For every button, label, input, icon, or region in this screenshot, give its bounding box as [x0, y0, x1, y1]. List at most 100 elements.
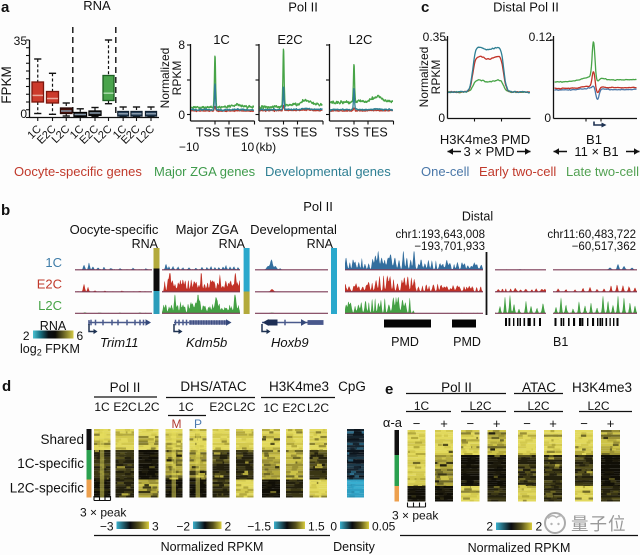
- svg-text:Distal Pol II: Distal Pol II: [493, 0, 559, 15]
- svg-text:0.35: 0.35: [423, 30, 447, 44]
- svg-text:e: e: [385, 381, 393, 398]
- svg-text:d: d: [2, 378, 11, 395]
- svg-text:L2C: L2C: [137, 400, 159, 414]
- svg-text:L2C-specific: L2C-specific: [10, 481, 85, 496]
- svg-text:Major ZGA genes: Major ZGA genes: [154, 164, 256, 179]
- svg-text:0: 0: [178, 108, 185, 122]
- svg-text:Oocyte-specific: Oocyte-specific: [70, 222, 159, 237]
- svg-text:−2: −2: [176, 520, 190, 534]
- svg-text:Pol II: Pol II: [110, 380, 141, 395]
- svg-text:E2C: E2C: [113, 400, 137, 414]
- svg-text:−1.5: −1.5: [247, 520, 271, 534]
- svg-text:−193,701,933: −193,701,933: [414, 241, 485, 253]
- svg-text:chr11:60,483,722: chr11:60,483,722: [547, 229, 636, 241]
- svg-text:B1: B1: [586, 132, 602, 147]
- svg-text:−3: −3: [100, 520, 114, 534]
- svg-text:ATAC: ATAC: [522, 380, 556, 395]
- svg-text:L2C: L2C: [233, 400, 255, 414]
- svg-text:+: +: [493, 416, 501, 431]
- svg-text:Normalized RPKM: Normalized RPKM: [468, 541, 571, 555]
- svg-text:Normalized: Normalized: [158, 48, 172, 109]
- svg-text:One-cell: One-cell: [421, 164, 470, 179]
- svg-text:2: 2: [23, 329, 30, 343]
- svg-text:TES: TES: [293, 126, 317, 140]
- svg-text:0: 0: [20, 107, 27, 121]
- svg-text:a: a: [1, 0, 10, 16]
- svg-text:−: −: [523, 416, 531, 431]
- svg-text:RNA: RNA: [219, 237, 246, 251]
- svg-text:Kdm5b: Kdm5b: [186, 335, 227, 350]
- svg-text:1C: 1C: [94, 400, 110, 414]
- svg-text:L2C: L2C: [38, 298, 62, 313]
- svg-text:Pol II: Pol II: [441, 380, 472, 395]
- svg-text:1C: 1C: [213, 32, 230, 47]
- svg-text:L2C: L2C: [527, 399, 549, 413]
- svg-text:Pol II: Pol II: [288, 0, 318, 15]
- svg-text:0.05: 0.05: [372, 520, 396, 534]
- svg-text:6: 6: [77, 329, 84, 343]
- svg-text:Major ZGA: Major ZGA: [176, 222, 239, 237]
- svg-text:1C: 1C: [45, 255, 62, 270]
- svg-text:+: +: [549, 416, 557, 431]
- svg-text:log2 FPKM: log2 FPKM: [20, 342, 80, 358]
- svg-text:Developmental genes: Developmental genes: [265, 164, 391, 179]
- svg-text:0: 0: [438, 111, 445, 125]
- svg-text:Trim11: Trim11: [100, 335, 139, 350]
- svg-text:2: 2: [536, 520, 543, 534]
- svg-text:1.5: 1.5: [308, 520, 325, 534]
- svg-text:11 × B1: 11 × B1: [574, 144, 618, 159]
- svg-text:3 × peak: 3 × peak: [392, 509, 439, 523]
- svg-text:1C-specific: 1C-specific: [17, 456, 84, 471]
- svg-text:Distal: Distal: [462, 210, 493, 224]
- svg-text:RPKM: RPKM: [429, 60, 443, 95]
- svg-text:c: c: [421, 0, 429, 16]
- svg-text:Normalized: Normalized: [417, 47, 431, 108]
- svg-text:量子位: 量子位: [571, 514, 627, 534]
- svg-text:−10: −10: [179, 140, 200, 154]
- svg-text:FPKM: FPKM: [0, 66, 14, 104]
- svg-text:10: 10: [241, 140, 255, 154]
- svg-text:RNA: RNA: [40, 319, 67, 333]
- svg-text:Late two-cell: Late two-cell: [566, 164, 639, 179]
- svg-text:2: 2: [225, 520, 232, 534]
- svg-text:E2C: E2C: [282, 401, 306, 415]
- svg-text:35: 35: [14, 34, 28, 48]
- svg-text:3 × PMD: 3 × PMD: [464, 144, 515, 159]
- svg-text:H3K4me3: H3K4me3: [269, 379, 329, 394]
- svg-text:3: 3: [152, 520, 159, 534]
- svg-text:α-a: α-a: [383, 415, 403, 430]
- svg-text:E2C: E2C: [277, 32, 302, 47]
- svg-text:Shared: Shared: [40, 432, 84, 447]
- svg-text:TES: TES: [363, 126, 387, 140]
- svg-text:3 × peak: 3 × peak: [80, 506, 127, 520]
- svg-text:RPKM: RPKM: [170, 61, 184, 96]
- svg-text:1C: 1C: [263, 401, 279, 415]
- svg-text:L2C: L2C: [349, 32, 373, 47]
- svg-text:TSS: TSS: [196, 126, 220, 140]
- svg-text:1C: 1C: [414, 399, 430, 413]
- svg-text:−: −: [580, 416, 588, 431]
- svg-text:0.12: 0.12: [529, 30, 553, 44]
- svg-text:M: M: [172, 417, 182, 431]
- svg-text:0: 0: [330, 520, 337, 534]
- svg-text:DHS/ATAC: DHS/ATAC: [180, 379, 247, 394]
- svg-text:P: P: [194, 417, 202, 431]
- svg-text:TSS: TSS: [264, 126, 288, 140]
- svg-text:−: −: [467, 416, 475, 431]
- svg-text:+: +: [440, 416, 448, 431]
- svg-text:Developmental: Developmental: [250, 222, 337, 237]
- svg-text:H3K4me3 PMD: H3K4me3 PMD: [440, 132, 530, 147]
- svg-text:Pol II: Pol II: [303, 199, 333, 214]
- svg-text:RNA: RNA: [83, 0, 111, 13]
- svg-text:L2C: L2C: [587, 399, 609, 413]
- svg-text:Early two-cell: Early two-cell: [479, 164, 556, 179]
- svg-text:−60,517,362: −60,517,362: [572, 241, 636, 253]
- svg-text:RNA: RNA: [132, 237, 159, 251]
- svg-text:+: +: [607, 416, 615, 431]
- svg-text:2: 2: [486, 520, 493, 534]
- svg-text:L2C: L2C: [307, 401, 329, 415]
- svg-text:Normalized RPKM: Normalized RPKM: [161, 540, 264, 554]
- svg-text:1C: 1C: [178, 400, 194, 414]
- svg-text:8: 8: [178, 38, 185, 52]
- svg-text:H3K4me3: H3K4me3: [572, 380, 632, 395]
